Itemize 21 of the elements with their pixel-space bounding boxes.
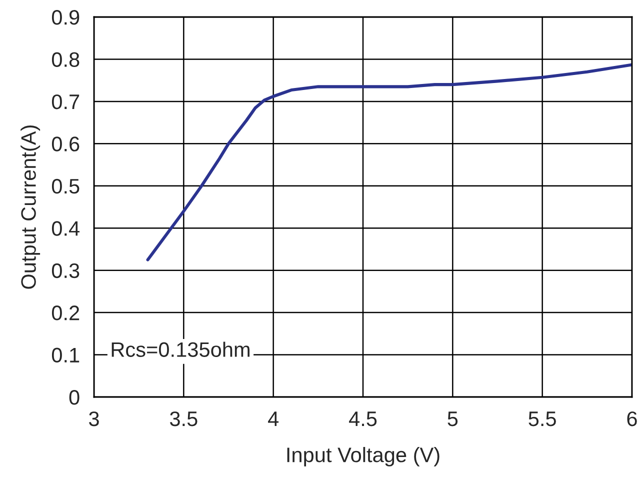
line-series [146, 63, 632, 262]
x-tick-label: 4 [268, 412, 279, 426]
x-tick-label: 3.5 [170, 411, 198, 426]
x-tick-label: 5.5 [528, 412, 556, 426]
y-axis-title: Output Current(A) [20, 126, 40, 289]
x-tick-label: 5 [448, 412, 458, 426]
y-tick-label: 0.4 [52, 221, 80, 236]
y-tick-label: 0.6 [52, 136, 80, 152]
y-tick-label: 0.1 [52, 348, 80, 363]
x-tick-label: 4.5 [349, 412, 377, 426]
x-axis-title: Input Voltage (V) [287, 446, 440, 466]
y-tick-label: 0.9 [52, 10, 80, 25]
annotation: Rcs=0.135ohm [112, 342, 250, 357]
y-tick-label: 0.3 [52, 263, 80, 278]
y-tick-label: 0.5 [52, 178, 80, 194]
x-tick-label: 3 [89, 411, 99, 426]
y-tick-label: 0.2 [52, 306, 80, 320]
y-tick-label: 0.8 [52, 52, 80, 67]
y-tick-label: 0 [69, 390, 80, 405]
y-tick-label: 0.7 [52, 94, 80, 110]
x-tick-label: 6 [627, 411, 637, 426]
